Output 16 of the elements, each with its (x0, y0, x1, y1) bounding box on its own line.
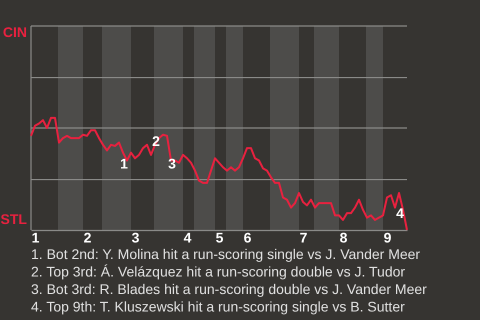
x-tick-label: 6 (244, 230, 252, 246)
text: CIN (2, 24, 27, 40)
x-tick-label: 2 (84, 230, 92, 246)
text: 1. Bot 2nd: Y. Molina hit a run-scoring single vs J. Vander Meer (31, 246, 420, 262)
text: 1 (120, 156, 128, 172)
x-tick-label: 8 (340, 230, 348, 246)
text: STL (0, 211, 28, 227)
text: 4. Top 9th: T. Kluszewski hit a run-scoring single vs B. Sutter (31, 298, 406, 314)
text: 3. Bot 3rd: R. Blades hit a run-scoring double vs J. Vander Meer (31, 281, 428, 297)
x-tick-label: 7 (300, 230, 308, 246)
x-tick-label: 3 (132, 230, 140, 246)
x-tick-label: 1 (32, 230, 40, 246)
text: 2. Top 3rd: Á. Velázquez hit a run-scoring double vs J. Tudor (31, 264, 406, 280)
x-tick-label: 5 (216, 230, 224, 246)
x-tick-label: 4 (184, 230, 192, 246)
x-tick-label: 9 (384, 230, 392, 246)
